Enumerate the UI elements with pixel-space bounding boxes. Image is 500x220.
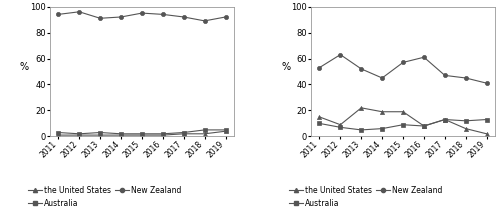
Legend: the United States, Australia, New Zealand: the United States, Australia, New Zealan… [28, 186, 181, 207]
Legend: the United States, Australia, New Zealand: the United States, Australia, New Zealan… [289, 186, 442, 207]
Y-axis label: %: % [281, 62, 290, 72]
Y-axis label: %: % [20, 62, 29, 72]
